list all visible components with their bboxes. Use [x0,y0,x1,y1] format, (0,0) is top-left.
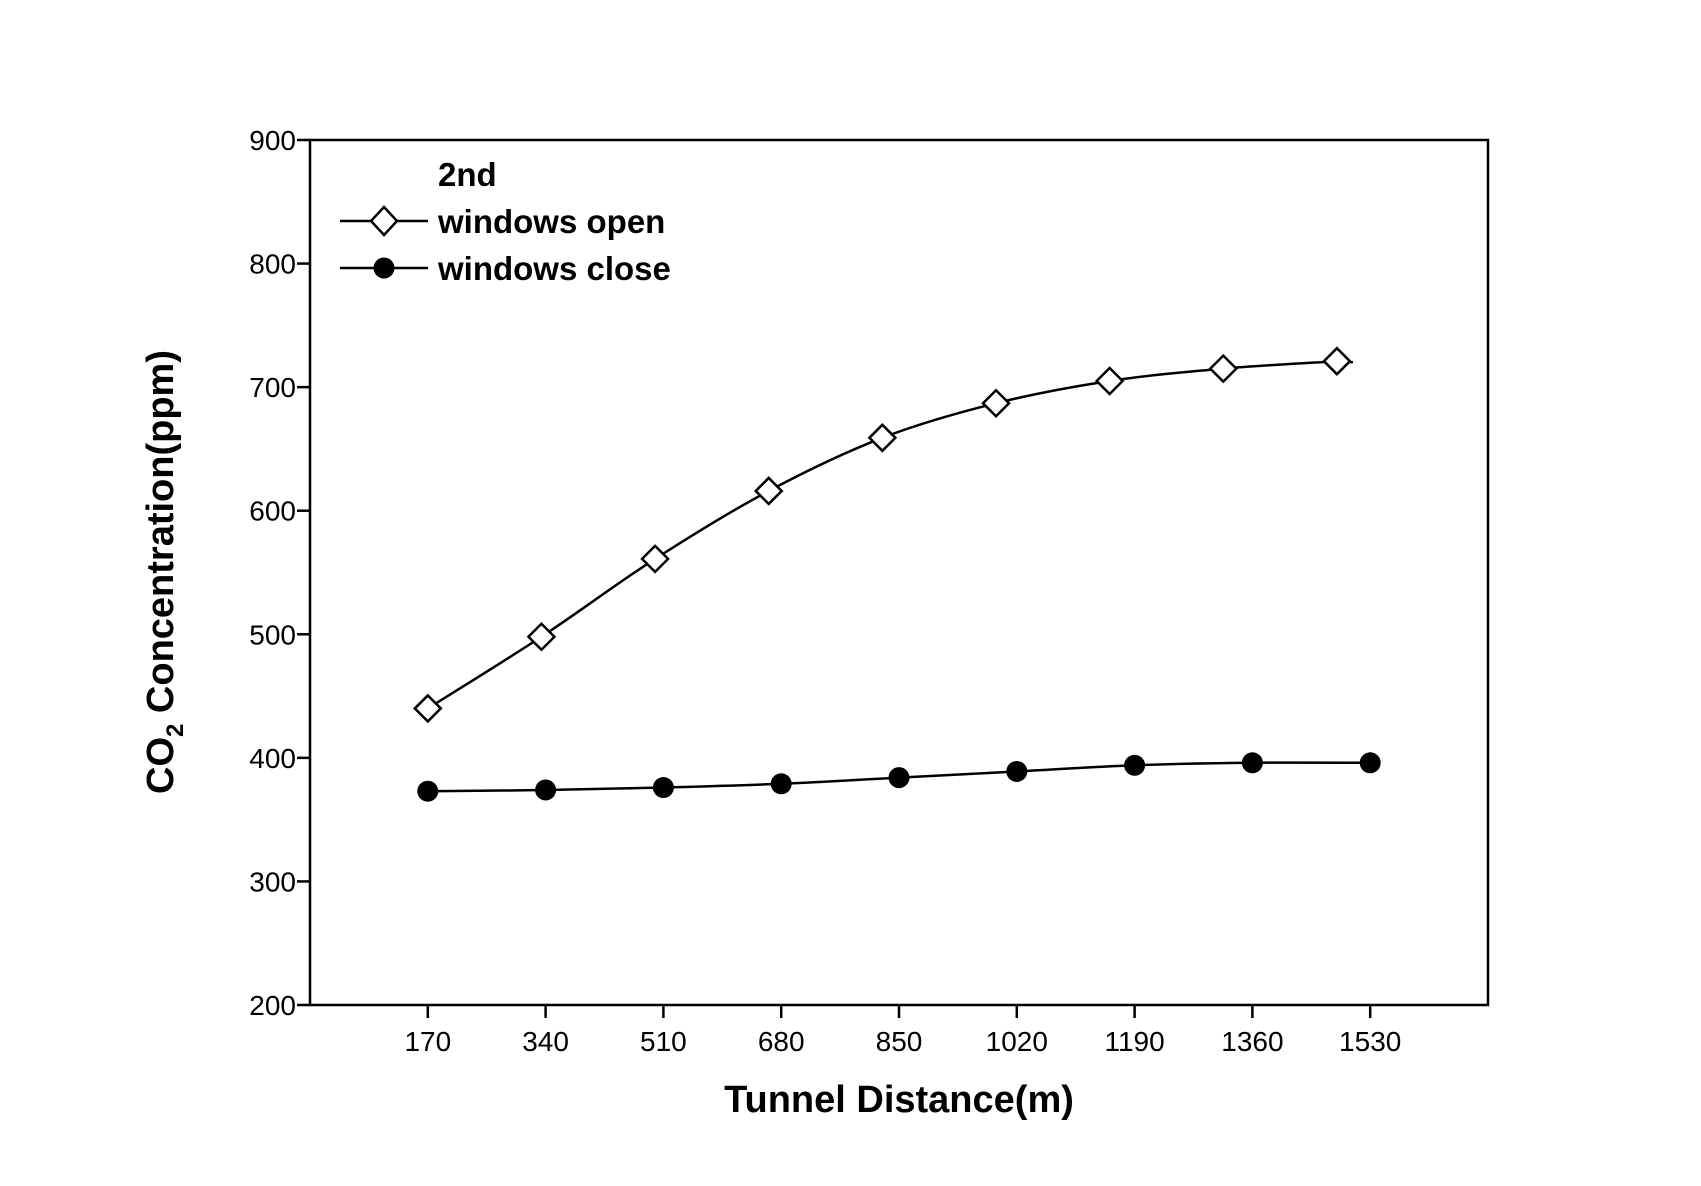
legend-title: 2nd [438,156,497,193]
x-tick-label-510: 510 [640,1026,687,1057]
x-tick-label-1360: 1360 [1221,1026,1283,1057]
y-axis-title-rest: Concentration(ppm) [140,350,182,724]
y-tick-label-300: 300 [249,866,296,897]
y-tick-label-900: 900 [249,125,296,156]
legend: 2nd windows open windows close [340,156,671,287]
legend-label-windows-open: windows open [437,203,665,240]
point-windows-close-6 [1124,754,1146,776]
x-tick-label-850: 850 [876,1026,923,1057]
x-axis-title: Tunnel Distance(m) [724,1079,1074,1121]
point-windows-close-0 [417,780,439,802]
point-windows-open-6 [1094,366,1125,396]
point-windows-close-7 [1241,752,1263,774]
y-tick-label-800: 800 [249,249,296,280]
x-tick-label-680: 680 [758,1026,805,1057]
point-windows-open-5 [981,388,1011,418]
y-axis-title: CO2 Concentration(ppm) [140,350,189,794]
point-windows-open-0 [413,693,443,724]
point-windows-open-2 [640,544,670,574]
y-axis-title-subscript: 2 [162,724,189,737]
point-windows-close-5 [1006,760,1028,782]
point-windows-close-2 [652,777,674,799]
y-tick-label-200: 200 [249,990,296,1021]
point-windows-open-4 [867,423,898,453]
point-windows-close-3 [770,773,792,795]
y-tick-label-700: 700 [249,372,296,403]
series-layer [413,346,1381,802]
legend-label-windows-close: windows close [437,250,671,287]
point-windows-open-3 [753,476,784,506]
y-axis-ticks: 200 300 400 500 600 700 800 900 [249,125,310,1021]
x-axis-ticks: 170 340 510 680 850 1020 1190 1360 1530 [404,1005,1401,1057]
y-tick-label-500: 500 [249,619,296,650]
y-tick-label-400: 400 [249,743,296,774]
x-tick-label-170: 170 [404,1026,451,1057]
y-tick-label-600: 600 [249,496,296,527]
point-windows-open-1 [526,621,557,652]
x-tick-label-1530: 1530 [1339,1026,1401,1057]
point-windows-open-7 [1208,353,1239,384]
y-axis-title-main: CO [140,737,182,794]
x-tick-label-1020: 1020 [986,1026,1048,1057]
legend-marker-windows-open [369,205,399,237]
x-tick-label-1190: 1190 [1104,1026,1164,1057]
legend-marker-windows-close [373,257,395,279]
x-tick-label-340: 340 [522,1026,569,1057]
point-windows-close-8 [1359,752,1381,774]
point-windows-close-1 [535,779,557,801]
series-line-windows-open [427,359,1354,710]
point-windows-open-8 [1322,346,1352,376]
point-windows-close-4 [888,767,910,789]
